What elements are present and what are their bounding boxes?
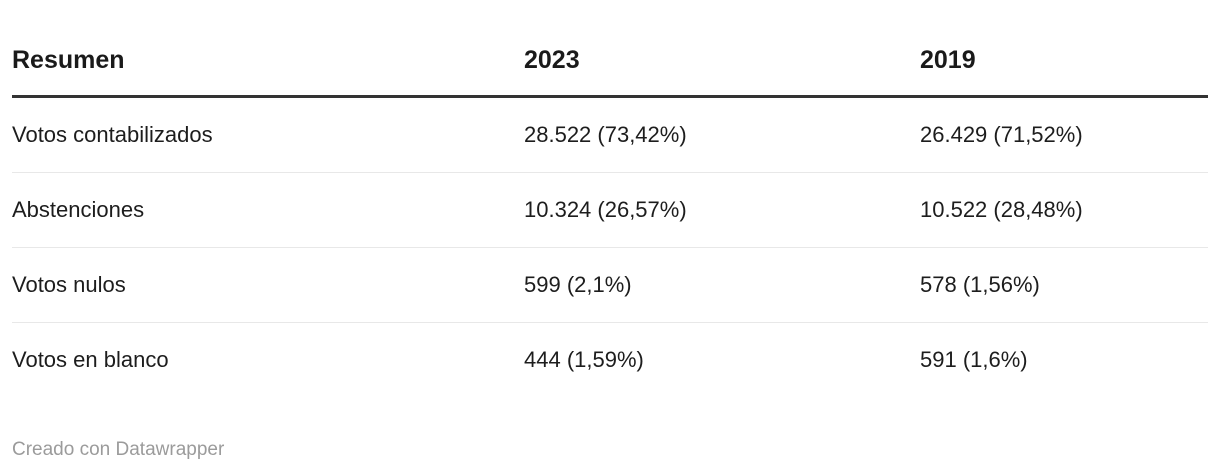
cell-2023: 599 (2,1%) (524, 247, 920, 323)
table-row-votos-nulos: Votos nulos 599 (2,1%) 578 (1,56%) (12, 247, 1208, 323)
summary-table: Resumen 2023 2019 Votos contabilizados 2… (12, 45, 1208, 397)
table-row-abstenciones: Abstenciones 10.324 (26,57%) 10.522 (28,… (12, 172, 1208, 248)
cell-2023: 28.522 (73,42%) (524, 96, 920, 173)
column-header-2019: 2019 (920, 45, 1208, 98)
table-row-votos-contabilizados: Votos contabilizados 28.522 (73,42%) 26.… (12, 96, 1208, 173)
row-label: Votos nulos (12, 247, 524, 323)
table-body: Votos contabilizados 28.522 (73,42%) 26.… (12, 96, 1208, 398)
cell-2019: 26.429 (71,52%) (920, 96, 1208, 173)
row-label: Votos en blanco (12, 347, 169, 372)
header-row: Resumen 2023 2019 (12, 45, 1208, 98)
row-label: Votos contabilizados (12, 96, 524, 173)
cell-2023: 10.324 (26,57%) (524, 172, 920, 248)
cell-2019: 10.522 (28,48%) (920, 172, 1208, 248)
table-row-votos-en-blanco: Votos en blanco 444 (1,59%) 591 (1,6%) (12, 323, 1208, 398)
table-header: Resumen 2023 2019 (12, 45, 1208, 98)
cell-2019: 591 (1,6%) (920, 347, 1028, 372)
datawrapper-attribution-link[interactable]: Creado con Datawrapper (12, 439, 225, 460)
row-label: Abstenciones (12, 172, 524, 248)
column-header-2023: 2023 (524, 45, 920, 98)
column-header-resumen: Resumen (12, 45, 524, 98)
cell-2023: 444 (1,59%) (524, 347, 644, 372)
cell-2019: 578 (1,56%) (920, 247, 1208, 323)
